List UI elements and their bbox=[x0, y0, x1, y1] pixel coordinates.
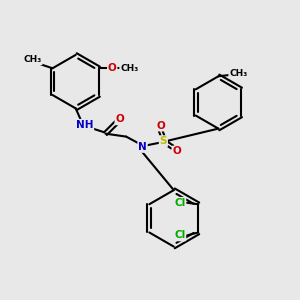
Text: O: O bbox=[115, 114, 124, 124]
Text: Cl: Cl bbox=[174, 230, 185, 241]
Text: O: O bbox=[156, 121, 165, 130]
Text: CH₃: CH₃ bbox=[23, 56, 42, 64]
Text: O: O bbox=[108, 63, 117, 73]
Text: S: S bbox=[160, 136, 167, 146]
Text: Cl: Cl bbox=[174, 198, 185, 208]
Text: CH₃: CH₃ bbox=[120, 64, 138, 73]
Text: O: O bbox=[172, 146, 181, 157]
Text: N: N bbox=[138, 142, 147, 152]
Text: NH: NH bbox=[76, 120, 93, 130]
Text: CH₃: CH₃ bbox=[229, 69, 248, 78]
